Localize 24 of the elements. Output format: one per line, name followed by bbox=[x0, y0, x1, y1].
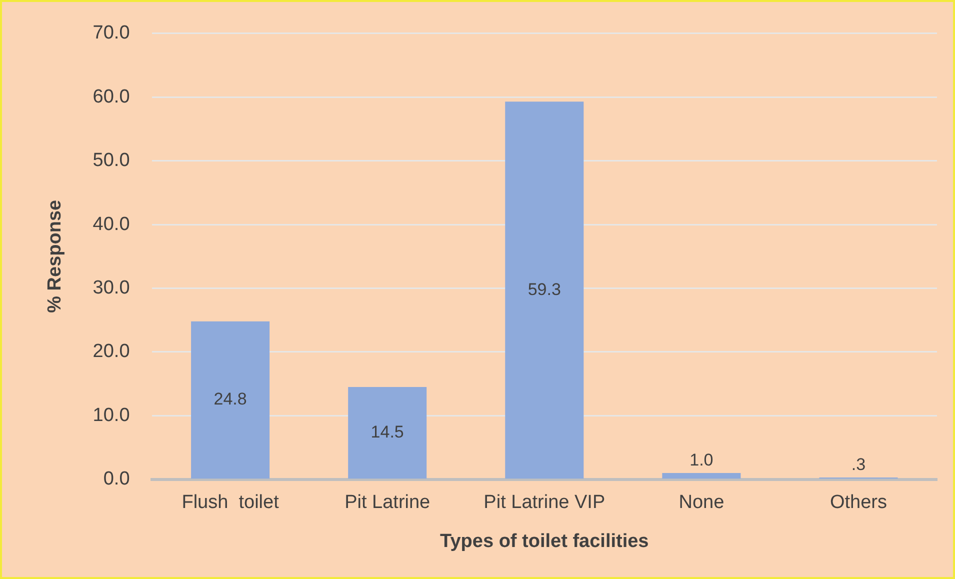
y-axis-title: % Response bbox=[44, 200, 66, 313]
data-label: 59.3 bbox=[528, 280, 561, 299]
y-tick-label: 0.0 bbox=[103, 468, 130, 490]
y-tick-label: 30.0 bbox=[92, 277, 130, 298]
data-label: .3 bbox=[851, 455, 866, 474]
y-tick-label: 40.0 bbox=[92, 214, 130, 235]
y-tick-label: 10.0 bbox=[92, 404, 130, 426]
x-tick-label: Flush toilet bbox=[182, 492, 280, 514]
bar bbox=[191, 321, 270, 479]
y-tick-label: 70.0 bbox=[92, 22, 130, 44]
y-tick-label: 60.0 bbox=[92, 86, 130, 108]
x-tick-label: Pit Latrine bbox=[344, 492, 430, 514]
data-label: 1.0 bbox=[690, 450, 714, 470]
bar bbox=[505, 102, 584, 479]
y-tick-label: 50.0 bbox=[92, 150, 130, 172]
x-tick-label: Pit Latrine VIP bbox=[484, 492, 606, 514]
bar bbox=[348, 387, 427, 479]
bar bbox=[662, 473, 741, 479]
x-tick-label: None bbox=[678, 492, 724, 514]
x-tick-label: Others bbox=[830, 492, 887, 514]
data-label: 24.8 bbox=[214, 390, 247, 409]
y-tick-label: 20.0 bbox=[92, 341, 130, 362]
x-axis-title: Types of toilet facilities bbox=[440, 530, 649, 552]
data-label: 14.5 bbox=[370, 422, 404, 442]
